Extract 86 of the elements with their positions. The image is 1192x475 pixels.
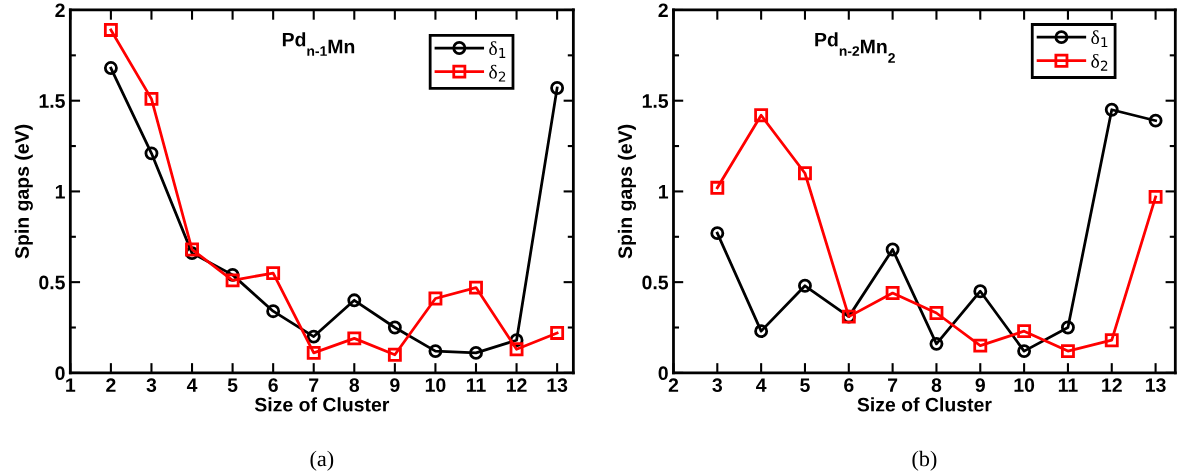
point — [144, 146, 159, 161]
point — [1148, 189, 1163, 204]
point — [550, 326, 565, 340]
x-axis-title: Size of Cluster — [254, 397, 390, 412]
point — [469, 345, 483, 360]
point — [103, 22, 118, 37]
x-tick-label: 4 — [756, 378, 767, 392]
x-tick-label: 9 — [975, 378, 985, 393]
point — [1017, 324, 1032, 339]
x-tick-label: 3 — [146, 378, 157, 393]
x-tick-label: 5 — [227, 378, 238, 393]
legend-label: δ$_{2}$ — [489, 64, 506, 82]
point — [710, 180, 725, 195]
y-tick-label: 0.5 — [642, 275, 669, 290]
y-tick-label: 1.5 — [39, 94, 65, 108]
y-tick-label: 1 — [659, 185, 669, 199]
point — [185, 242, 199, 257]
point — [798, 278, 812, 293]
y-tick-label: 2 — [658, 3, 668, 18]
y-tick-label: 0.5 — [39, 275, 65, 290]
y-axis-title: Spin gaps (eV) — [14, 124, 33, 259]
x-tick-label: 7 — [309, 378, 319, 392]
point — [144, 91, 159, 106]
point — [1060, 344, 1075, 359]
x-tick-label: 6 — [268, 378, 278, 393]
x-tick-label: 7 — [888, 378, 898, 392]
point — [428, 291, 443, 306]
y-tick-label: 1.5 — [642, 94, 669, 108]
point — [347, 331, 362, 346]
point — [347, 293, 362, 308]
point — [387, 320, 402, 335]
point — [1104, 102, 1119, 117]
y-tick-label: 1 — [55, 185, 65, 199]
point — [509, 342, 524, 357]
x-tick-label: 11 — [466, 378, 486, 392]
x-tick-label: 13 — [547, 378, 568, 393]
text: (b) — [912, 450, 937, 471]
point — [798, 166, 812, 181]
point — [103, 61, 118, 75]
point — [469, 280, 483, 295]
point — [754, 108, 769, 123]
x-tick-label: 2 — [668, 378, 679, 392]
y-axis-title: Spin gaps (eV) — [617, 124, 637, 259]
x-axis-title: Size of Cluster — [857, 397, 992, 412]
point — [387, 347, 402, 362]
y-tick-label: 2 — [55, 3, 65, 18]
point — [266, 304, 281, 319]
point — [710, 226, 725, 241]
y-tick-label: 0 — [55, 366, 65, 381]
point — [885, 286, 900, 300]
legend-label: δ$_{1}$ — [489, 41, 506, 58]
x-tick-label: 10 — [425, 378, 446, 393]
legend-label: δ$_{1}$ — [1091, 30, 1108, 48]
legend-label: δ$_{2}$ — [1091, 53, 1108, 71]
x-tick-label: 5 — [800, 378, 810, 393]
point — [306, 329, 321, 344]
x-tick-label: 13 — [1146, 378, 1166, 393]
point — [973, 338, 988, 353]
point — [225, 273, 240, 288]
point — [929, 336, 944, 351]
x-tick-label: 12 — [1102, 378, 1122, 392]
x-tick-label: 11 — [1058, 378, 1078, 392]
x-tick-label: 3 — [712, 378, 723, 393]
point — [266, 266, 281, 281]
y-tick-label: 0 — [658, 366, 668, 381]
x-tick-label: 6 — [844, 378, 854, 393]
text: (a) — [310, 450, 334, 471]
point — [885, 242, 900, 257]
point — [1148, 113, 1163, 128]
x-tick-label: 10 — [1014, 378, 1035, 393]
point — [550, 81, 565, 95]
point — [428, 344, 443, 359]
x-tick-label: 12 — [506, 378, 527, 392]
x-tick-label: 2 — [106, 378, 116, 392]
x-tick-label: 1 — [66, 378, 76, 392]
point — [1017, 344, 1032, 359]
point — [929, 306, 944, 320]
point — [973, 284, 988, 299]
point — [306, 345, 321, 360]
point — [1104, 333, 1119, 348]
x-tick-label: 9 — [390, 378, 400, 393]
x-tick-label: 8 — [931, 378, 942, 393]
x-tick-label: 4 — [186, 378, 198, 392]
x-tick-label: 8 — [349, 378, 360, 393]
point — [1060, 320, 1075, 335]
point — [754, 324, 769, 339]
